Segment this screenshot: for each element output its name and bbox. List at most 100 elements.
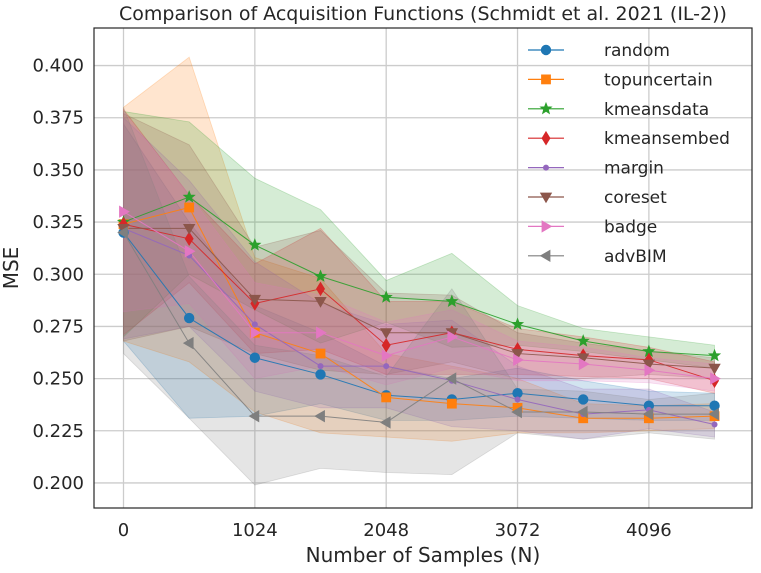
point-random bbox=[578, 394, 589, 405]
x-axis-title: Number of Samples (N) bbox=[306, 543, 541, 567]
plot-frame bbox=[93, 27, 753, 509]
series-lines bbox=[123, 196, 715, 426]
legend-label-advbim: advBIM bbox=[604, 247, 667, 267]
legend-marker-advbim bbox=[539, 249, 551, 262]
line-random bbox=[123, 232, 715, 407]
plot-area bbox=[94, 28, 752, 508]
legend-label-coreset: coreset bbox=[604, 188, 667, 208]
legend-marker-topuncertain bbox=[541, 74, 551, 85]
point-badge bbox=[578, 357, 590, 371]
point-badge bbox=[119, 205, 130, 218]
point-margin bbox=[711, 421, 718, 428]
legend-label-kmeansembed: kmeansembed bbox=[604, 129, 730, 149]
y-tick-label: 0.225 bbox=[32, 421, 84, 442]
point-coreset bbox=[182, 223, 196, 235]
line-margin bbox=[123, 227, 715, 426]
y-tick-label: 0.325 bbox=[32, 212, 84, 233]
point-advbim bbox=[314, 409, 325, 423]
line-advbim bbox=[123, 232, 715, 423]
confidence-bands bbox=[123, 56, 715, 486]
point-kmeansdata bbox=[445, 294, 459, 307]
point-random bbox=[249, 352, 261, 363]
point-kmeansdata bbox=[313, 269, 328, 282]
point-kmeansembed bbox=[316, 281, 325, 297]
point-margin bbox=[514, 396, 521, 403]
y-tick-label: 0.250 bbox=[32, 369, 84, 390]
point-advbim bbox=[642, 407, 654, 421]
point-kmeansdata bbox=[248, 238, 262, 251]
point-topuncertain bbox=[184, 202, 195, 213]
point-coreset bbox=[511, 349, 524, 360]
point-margin bbox=[251, 321, 258, 328]
point-kmeansembed bbox=[184, 231, 194, 247]
band-topuncertain bbox=[123, 56, 715, 442]
point-advbim bbox=[511, 405, 522, 419]
point-coreset bbox=[248, 294, 262, 306]
band-margin bbox=[123, 116, 715, 440]
legend-marker-kmeansembed bbox=[541, 130, 551, 146]
legend-label-random: random bbox=[604, 41, 670, 61]
point-advbim bbox=[182, 336, 194, 350]
point-kmeansdata bbox=[707, 348, 722, 362]
band-kmeansembed bbox=[123, 108, 715, 394]
legend-marker-badge bbox=[541, 220, 553, 233]
x-tick-label: 1024 bbox=[232, 520, 278, 541]
y-tick-label: 0.200 bbox=[32, 473, 84, 494]
point-topuncertain bbox=[381, 392, 392, 403]
point-badge bbox=[316, 326, 327, 339]
point-advbim bbox=[445, 372, 457, 385]
point-coreset bbox=[577, 353, 590, 365]
line-kmeansdata bbox=[123, 196, 715, 357]
line-badge bbox=[123, 211, 715, 380]
point-kmeansdata bbox=[182, 190, 196, 203]
x-tick-label: 0 bbox=[118, 520, 129, 541]
y-axis-title: MSE bbox=[0, 247, 23, 290]
point-badge bbox=[513, 353, 524, 367]
point-badge bbox=[644, 364, 656, 377]
point-topuncertain bbox=[446, 398, 457, 409]
y-tick-label: 0.375 bbox=[32, 108, 84, 129]
point-random bbox=[183, 312, 195, 324]
y-tick-label: 0.275 bbox=[32, 316, 84, 337]
x-tick-label: 3072 bbox=[495, 520, 541, 541]
series-markers bbox=[116, 190, 722, 429]
point-advbim bbox=[576, 405, 588, 419]
legend-marker-coreset bbox=[539, 192, 553, 204]
tick-labels: 0 1024 2048 3072 4096 0.200 0.225 0.250 0.275 0.3… bbox=[32, 56, 671, 541]
y-tick-label: 0.400 bbox=[32, 56, 84, 77]
point-kmeansdata bbox=[576, 334, 590, 347]
point-coreset bbox=[314, 296, 327, 308]
point-badge bbox=[184, 245, 196, 258]
line-coreset bbox=[123, 227, 715, 369]
point-badge bbox=[447, 330, 459, 344]
point-coreset bbox=[379, 328, 393, 339]
point-badge bbox=[381, 349, 393, 362]
point-kmeansdata bbox=[510, 317, 525, 330]
legend-marker-random bbox=[540, 44, 552, 56]
point-margin bbox=[383, 363, 390, 370]
point-badge bbox=[250, 326, 262, 339]
chart-title: Comparison of Acquisition Functions (Sch… bbox=[119, 3, 727, 25]
point-random bbox=[315, 369, 326, 380]
y-tick-label: 0.350 bbox=[32, 160, 84, 181]
legend-marker-kmeansdata bbox=[539, 101, 553, 115]
point-advbim bbox=[708, 407, 719, 421]
legend-label-kmeansdata: kmeansdata bbox=[604, 100, 709, 120]
band-advbim bbox=[123, 107, 715, 486]
point-kmeansembed bbox=[381, 337, 391, 353]
legend-marker-margin bbox=[543, 164, 550, 171]
point-advbim bbox=[248, 409, 260, 423]
legend-label-margin: margin bbox=[604, 159, 664, 179]
point-advbim bbox=[117, 226, 128, 239]
point-coreset bbox=[642, 359, 656, 371]
point-coreset bbox=[708, 363, 721, 375]
x-tick-label: 4096 bbox=[626, 520, 672, 541]
point-badge bbox=[710, 372, 721, 385]
x-tick-label: 2048 bbox=[363, 520, 409, 541]
point-kmeansdata bbox=[379, 290, 393, 303]
y-tick-label: 0.300 bbox=[32, 264, 84, 285]
point-advbim bbox=[379, 416, 391, 429]
legend-label-topuncertain: topuncertain bbox=[604, 70, 713, 90]
line-kmeansembed bbox=[123, 223, 715, 382]
